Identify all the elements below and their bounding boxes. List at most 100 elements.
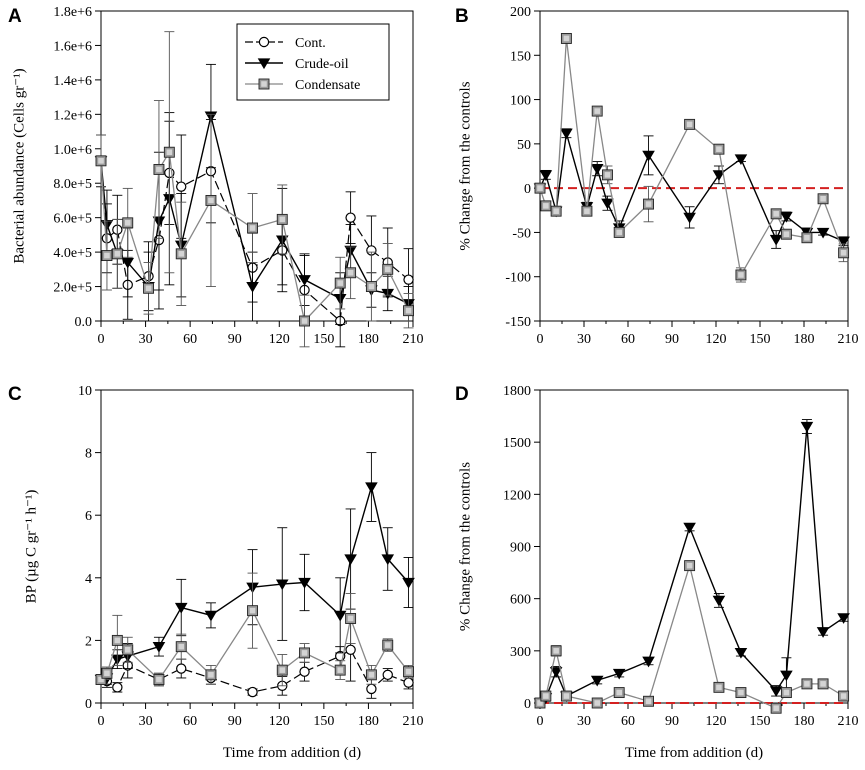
marker-square-inner [405, 668, 412, 675]
marker-square-inner [104, 670, 110, 677]
panel-c: C 0 30 60 90 120 150 180 210 0 2 4 6 8 10 BP (µg C gr⁻… [8, 384, 424, 761]
marker-square-inner [820, 195, 826, 202]
marker-triangle [246, 281, 259, 293]
marker-square [153, 163, 165, 175]
marker-triangle [816, 227, 830, 239]
y-axis-label: Bacterial abundance (Cells gr⁻¹) [11, 68, 27, 263]
marker-square [713, 681, 725, 693]
y-tick-label: 1800 [503, 384, 531, 399]
y-tick-label: 0 [85, 697, 92, 712]
marker-square-inner [156, 676, 162, 683]
marker-square-inner [249, 607, 256, 614]
marker-square [581, 205, 593, 217]
marker-triangle [152, 642, 166, 653]
marker-triangle [734, 154, 748, 166]
marker-triangle [257, 58, 271, 70]
x-tick-label: 60 [183, 714, 197, 729]
marker-square-inner [114, 251, 121, 257]
marker-square-inner [384, 266, 391, 273]
marker-square [602, 169, 613, 181]
marker-triangle [275, 579, 289, 591]
marker-square-inner [337, 667, 343, 673]
x-tick-label: 0 [537, 332, 544, 347]
marker-square-inner [584, 208, 590, 214]
marker-triangle [769, 234, 783, 246]
marker-square-inner [738, 689, 744, 696]
legend-label: Condensate [295, 78, 360, 93]
marker-triangle [590, 164, 604, 175]
marker-square [345, 613, 357, 624]
y-tick-label: 2 [85, 634, 92, 649]
marker-triangle [333, 610, 347, 622]
marker-square [299, 647, 310, 659]
marker-square [299, 315, 310, 327]
marker-square-inner [114, 637, 121, 644]
marker-triangle [816, 627, 830, 638]
series-line [100, 160, 409, 323]
panel-letter-c: C [8, 384, 22, 405]
y-axis-label: % Change from the controls [457, 81, 473, 250]
y-tick-label: 1.4e+6 [53, 74, 92, 89]
x-tick-label: 30 [139, 332, 153, 347]
marker-square [205, 669, 217, 681]
marker-square-inner [716, 684, 722, 691]
marker-square-inner [716, 146, 722, 152]
x-tick-label: 150 [750, 332, 771, 347]
marker-square-inner [261, 81, 267, 87]
marker-triangle [381, 554, 395, 566]
x-tick-label: 120 [706, 714, 727, 729]
marker-circle [366, 683, 377, 695]
legend-label: Cont. [295, 36, 326, 51]
marker-square [122, 644, 134, 656]
marker-square-inner [368, 672, 375, 678]
y-tick-label: 100 [510, 94, 531, 109]
panel-a: A 0 30 60 90 120 150 180 210 0.0 2.0e+5 4.0e+5 6.0e… [8, 5, 424, 348]
legend-entry: Condensate [245, 78, 360, 93]
marker-triangle [549, 667, 563, 678]
y-tick-label: 6 [85, 509, 92, 524]
marker-square-inner [208, 197, 214, 204]
x-tick-label: 180 [794, 332, 815, 347]
marker-square [334, 277, 346, 289]
marker-square-inner [104, 252, 110, 259]
y-tick-label: 8.0e+5 [53, 177, 92, 192]
marker-square-inner [840, 250, 847, 256]
y-tick-label: 4 [85, 572, 92, 587]
x-tick-label: 180 [358, 714, 379, 729]
x-tick-label: 150 [313, 332, 334, 347]
marker-square [780, 687, 792, 699]
series-condensate [534, 560, 850, 714]
y-tick-label: 6.0e+5 [53, 212, 92, 227]
marker-square-inner [820, 681, 826, 687]
x-tick-label: 90 [665, 332, 679, 347]
marker-square-inner [166, 149, 173, 156]
marker-circle [258, 36, 270, 48]
axes-frame [539, 389, 849, 704]
marker-square [122, 217, 134, 229]
marker-triangle [642, 656, 655, 668]
marker-square [258, 78, 270, 90]
marker-square-inner [301, 318, 308, 324]
y-tick-label: 0.0 [75, 315, 93, 330]
marker-circle [345, 644, 356, 655]
marker-square [550, 205, 562, 217]
marker-square-inner [347, 269, 354, 276]
marker-square [95, 155, 107, 167]
marker-square-inner [604, 172, 611, 178]
marker-square [95, 674, 107, 685]
marker-square [838, 247, 850, 259]
marker-square [111, 248, 123, 260]
marker-triangle [590, 675, 604, 687]
marker-triangle [344, 554, 357, 566]
marker-square-inner [98, 158, 104, 164]
x-tick-label: 90 [665, 714, 679, 729]
marker-square-inner [738, 272, 744, 278]
marker-square-inner [279, 667, 286, 673]
legend-entry: Crude-oil [245, 57, 349, 72]
marker-triangle [837, 613, 850, 624]
marker-circle [176, 181, 187, 192]
marker-circle [176, 663, 187, 674]
marker-square-inner [543, 203, 549, 209]
marker-square [780, 228, 792, 240]
marker-circle [403, 274, 414, 285]
